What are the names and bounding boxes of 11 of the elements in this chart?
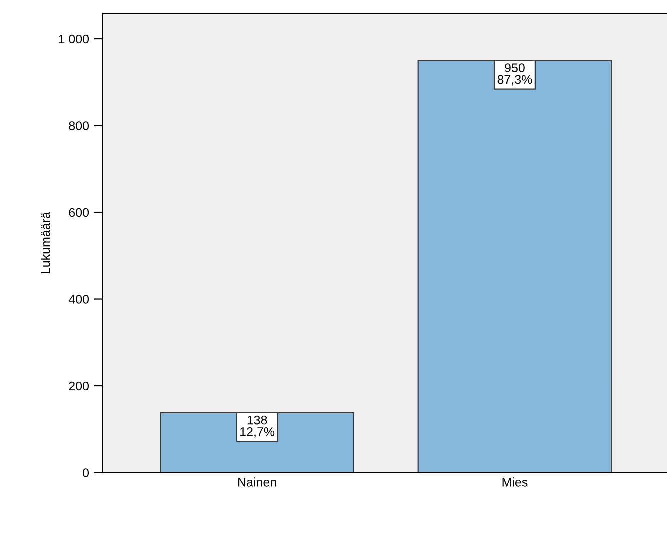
y-axis-title: Lukumäärä [41, 212, 50, 274]
x-tick-label: Mies [502, 478, 528, 487]
y-tick-label: 1 000 [59, 34, 90, 44]
y-tick-label: 200 [69, 382, 90, 391]
x-tick-label: Nainen [238, 478, 276, 487]
y-tick-label: 400 [68, 295, 90, 304]
y-tick-label: 800 [69, 122, 90, 130]
y-tick-label: 600 [69, 208, 90, 218]
data-label: 138 12,7% [240, 416, 275, 438]
data-label: 950 87,3% [498, 64, 532, 86]
y-tick-label: 0 [83, 468, 90, 478]
